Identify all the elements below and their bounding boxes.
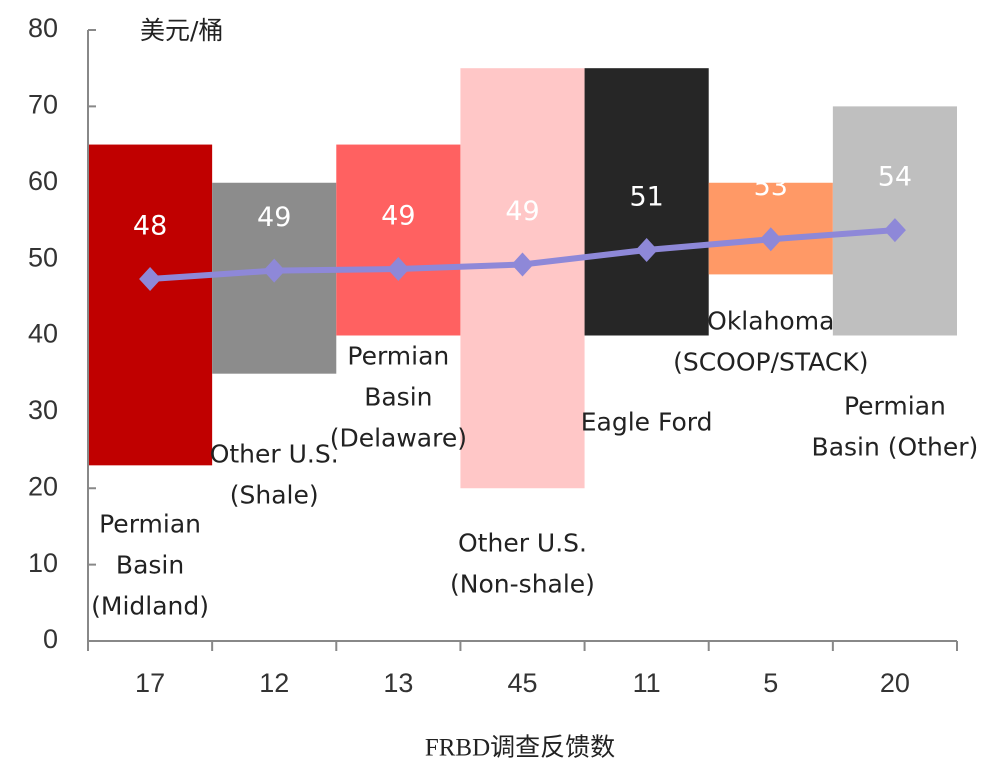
average-marker [387,257,410,282]
average-marker [759,227,782,252]
x-axis-title: FRBD调查反馈数 [425,734,615,762]
value-label: 48 [133,210,167,241]
region-label: Basin [364,383,432,412]
x-tick-label: 17 [135,668,165,698]
range-bar [584,68,709,336]
y-tick-label: 20 [28,471,58,501]
region-label: Other U.S. [210,440,339,469]
y-tick-label: 30 [28,395,58,425]
y-tick-label: 40 [28,319,58,349]
average-marker [635,237,658,262]
value-label: 54 [878,162,912,193]
value-label: 49 [505,196,539,227]
region-label: Permian [347,342,449,371]
region-label: Basin (Other) [812,433,979,462]
region-label: Other U.S. [458,528,587,557]
y-tick-label: 80 [28,13,58,43]
region-label: Oklahoma [707,306,834,335]
y-tick-label: 10 [28,548,58,578]
value-label: 53 [754,171,788,202]
region-label: (Delaware) [330,424,467,453]
region-label: Eagle Ford [581,408,713,437]
average-marker [511,252,534,277]
y-tick-label: 60 [28,166,58,196]
x-tick-label: 13 [383,668,413,698]
range-bar [336,144,461,336]
x-tick-label: 11 [633,668,661,698]
average-marker [139,266,162,291]
value-label: 51 [629,181,663,212]
region-label: Permian [844,392,946,421]
region-label: (SCOOP/STACK) [673,347,868,376]
y-tick-label: 50 [28,242,58,272]
y-tick-label: 0 [43,624,58,654]
range-bar [88,144,213,466]
region-label: (Shale) [230,481,319,510]
average-marker [263,258,286,283]
value-label: 49 [257,202,291,233]
value-label: 49 [381,201,415,232]
x-tick-label: 12 [259,668,289,698]
range-bar [460,68,585,489]
x-tick-label: 20 [880,668,910,698]
x-tick-label: 5 [763,668,778,698]
y-tick-label: 70 [28,90,58,120]
region-label: (Non-shale) [450,569,595,598]
region-label: Permian [99,509,201,538]
y-unit-label: 美元/桶 [140,16,223,45]
region-label: Basin [116,550,184,579]
x-tick-label: 45 [507,668,537,698]
region-label: (Midland) [91,591,209,620]
average-marker [883,218,906,243]
